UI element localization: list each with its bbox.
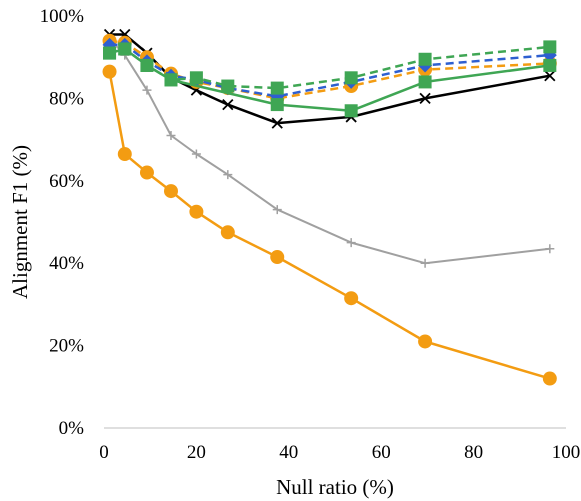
series-6-point: [270, 81, 284, 95]
x-tick-label: 40: [279, 442, 298, 463]
series-2-point: [544, 70, 556, 82]
x-tick-label: 80: [464, 442, 483, 463]
series-7-point: [543, 58, 557, 72]
series-7-point: [103, 46, 117, 60]
x-tick-labels: 0 20 40 60 80 100: [99, 442, 580, 463]
series-7-point: [140, 58, 154, 72]
series-3-point: [117, 147, 132, 162]
series-1-point: [346, 238, 356, 248]
y-axis-title: Alignment F1 (%): [8, 145, 32, 299]
y-tick-label: 60%: [49, 171, 84, 192]
series-7-point: [270, 98, 284, 112]
series-4-line: [109, 39, 550, 100]
series-7-point: [418, 75, 432, 89]
series-1-point: [223, 170, 233, 180]
series-1-line: [108, 38, 550, 265]
series-7-point: [164, 73, 178, 87]
series-6-point: [189, 71, 203, 85]
series-2-line: [109, 33, 551, 125]
series-1-point: [272, 205, 282, 215]
x-axis-title: Null ratio (%): [276, 475, 394, 499]
series-3-point: [344, 291, 359, 306]
series-3-point: [418, 334, 433, 349]
series-3-point: [270, 250, 285, 265]
series-2-point: [222, 98, 234, 111]
series-6-point: [418, 52, 432, 66]
series-6-point: [344, 71, 358, 85]
series-7: [103, 42, 557, 118]
y-tick-label: 80%: [49, 88, 84, 109]
series-3-point: [220, 225, 235, 240]
series-1-point: [142, 85, 152, 95]
series-1-point: [166, 130, 176, 140]
series-1: [105, 34, 555, 268]
series-7-point: [118, 42, 132, 56]
series-1-point: [420, 258, 430, 268]
series-1-point: [191, 149, 201, 159]
series-7-point: [344, 104, 358, 118]
series-3-point: [189, 204, 204, 219]
series-6-point: [543, 40, 557, 54]
series-3-point: [163, 184, 178, 199]
series-3: [102, 64, 557, 386]
x-tick-label: 60: [372, 442, 391, 463]
x-tick-label: 100: [552, 442, 581, 463]
series-1-point: [545, 244, 555, 254]
series-5-line: [109, 43, 550, 98]
series-3-line: [108, 71, 551, 380]
y-tick-label: 100%: [40, 6, 85, 27]
series-6-point: [221, 79, 235, 93]
series-3-point: [102, 64, 117, 79]
series-3-point: [139, 165, 154, 180]
series-3-point: [542, 371, 557, 386]
series-5: [102, 37, 557, 104]
y-tick-label: 40%: [49, 253, 84, 274]
x-tick-label: 0: [99, 442, 109, 463]
y-tick-labels: 0% 20% 40% 60% 80% 100%: [40, 6, 85, 439]
series-2-point: [419, 92, 431, 105]
series-2-point: [271, 117, 283, 129]
y-tick-label: 20%: [49, 336, 84, 357]
x-tick-label: 20: [187, 442, 206, 463]
plot-area: [102, 28, 557, 386]
y-tick-label: 0%: [59, 418, 85, 439]
